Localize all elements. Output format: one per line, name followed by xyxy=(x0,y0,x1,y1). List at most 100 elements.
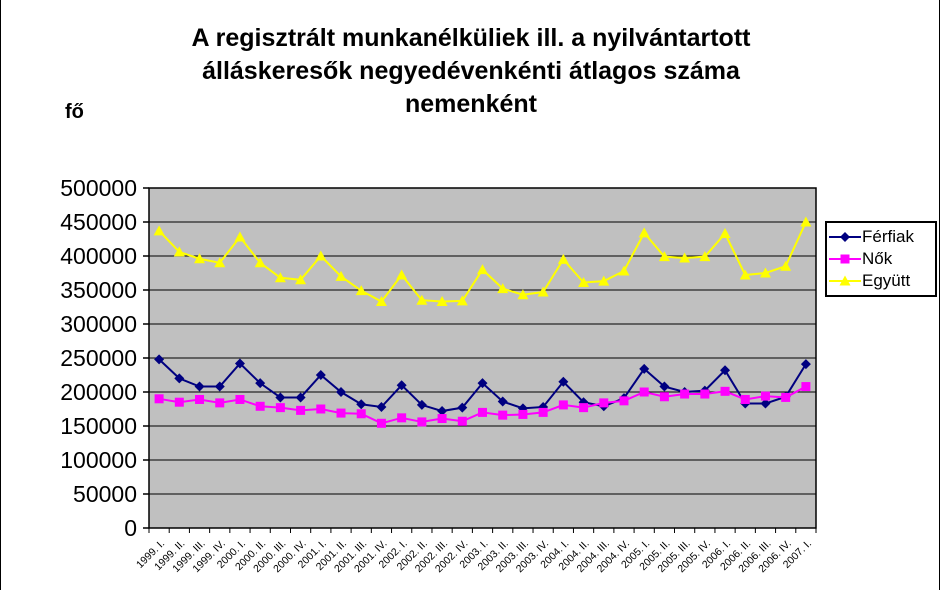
data-point-férfiak xyxy=(234,358,245,369)
data-point-nők xyxy=(680,389,690,399)
legend-label: Együtt xyxy=(862,271,911,290)
data-point-férfiak xyxy=(295,392,306,403)
data-point-nők xyxy=(316,404,326,414)
data-point-nők xyxy=(518,409,528,419)
y-tick-label: 300000 xyxy=(60,311,137,337)
data-point-nők xyxy=(356,409,366,419)
data-point-együtt xyxy=(800,216,812,227)
data-point-nők xyxy=(720,386,730,396)
y-tick-label: 250000 xyxy=(60,345,137,371)
data-point-férfiak xyxy=(497,396,508,407)
data-point-együtt xyxy=(618,265,630,276)
data-point-nők xyxy=(174,397,184,407)
data-point-férfiak xyxy=(457,402,468,413)
data-point-együtt xyxy=(274,272,286,283)
data-point-nők xyxy=(558,400,568,410)
data-point-nők xyxy=(376,418,386,428)
data-point-együtt xyxy=(396,269,408,280)
data-point-együtt xyxy=(234,231,246,242)
data-point-együtt xyxy=(416,294,428,305)
data-point-együtt xyxy=(699,251,711,262)
data-point-nők xyxy=(619,396,629,406)
data-point-együtt xyxy=(153,225,165,236)
data-point-együtt xyxy=(598,275,610,286)
data-point-nők xyxy=(599,398,609,408)
data-point-férfiak xyxy=(214,381,225,392)
data-point-nők xyxy=(700,389,710,399)
data-point-nők xyxy=(760,391,770,401)
legend-label: Nők xyxy=(862,249,893,268)
data-point-férfiak xyxy=(154,354,165,365)
data-point-együtt xyxy=(537,286,549,297)
data-point-együtt xyxy=(355,285,367,296)
diamond-legend-marker-icon xyxy=(829,232,861,242)
data-point-nők xyxy=(336,408,346,418)
legend-item: Együtt xyxy=(828,270,934,292)
data-point-nők xyxy=(801,382,811,392)
data-point-nők xyxy=(195,394,205,404)
data-point-férfiak xyxy=(760,398,771,409)
data-point-együtt xyxy=(578,277,590,288)
data-point-nők xyxy=(457,416,467,426)
y-tick-label: 150000 xyxy=(60,413,137,439)
data-point-férfiak xyxy=(336,387,347,397)
data-point-nők xyxy=(417,417,427,427)
data-point-együtt xyxy=(497,283,509,294)
data-point-együtt xyxy=(295,274,307,285)
legend-item: Nők xyxy=(828,248,934,270)
data-point-férfiak xyxy=(376,401,387,412)
data-point-együtt xyxy=(335,270,347,281)
data-point-nők xyxy=(639,387,649,397)
data-point-férfiak xyxy=(356,399,367,410)
data-point-nők xyxy=(781,392,791,402)
y-axis-unit-label: fő xyxy=(65,101,84,123)
data-point-férfiak xyxy=(194,381,205,392)
data-point-nők xyxy=(296,405,306,415)
data-point-nők xyxy=(538,407,548,417)
y-tick-label: 0 xyxy=(124,515,137,541)
data-point-együtt xyxy=(194,253,206,264)
data-point-együtt xyxy=(759,267,771,278)
data-point-férfiak xyxy=(558,376,569,387)
y-tick-label: 400000 xyxy=(60,243,137,269)
data-point-nők xyxy=(478,407,487,417)
chart-title: A regisztrált munkanélküliek ill. a nyil… xyxy=(56,22,886,121)
data-point-nők xyxy=(154,394,164,404)
data-point-együtt xyxy=(719,228,731,239)
legend-item: Férfiak xyxy=(828,226,934,248)
data-point-férfiak xyxy=(315,370,326,380)
data-point-együtt xyxy=(456,295,468,306)
data-point-férfiak xyxy=(800,359,811,370)
data-point-együtt xyxy=(638,227,650,238)
y-tick-label: 350000 xyxy=(60,277,137,303)
data-point-együtt xyxy=(679,252,691,263)
data-point-együtt xyxy=(436,296,448,307)
chart-title-line-2: álláskeresők negyedévenkénti átlagos szá… xyxy=(202,57,740,85)
data-point-együtt xyxy=(315,250,327,261)
chart-legend: Férfiak Nők Együtt xyxy=(825,221,937,297)
y-tick-label: 500000 xyxy=(60,175,137,201)
data-point-együtt xyxy=(658,251,670,262)
data-point-együtt xyxy=(173,246,185,257)
data-point-együtt xyxy=(557,253,569,264)
data-point-férfiak xyxy=(639,363,650,374)
data-point-férfiak xyxy=(174,373,185,384)
data-point-nők xyxy=(255,401,265,411)
data-point-férfiak xyxy=(275,392,286,403)
chart-title-line-3: nemenként xyxy=(405,90,537,118)
data-point-együtt xyxy=(477,264,488,275)
y-tick-label: 100000 xyxy=(60,447,137,473)
data-point-nők xyxy=(437,414,447,424)
data-point-nők xyxy=(397,413,407,423)
data-point-nők xyxy=(659,392,669,402)
chart-title-line-1: A regisztrált munkanélküliek ill. a nyil… xyxy=(191,24,751,52)
triangle-legend-marker-icon xyxy=(829,275,861,286)
legend-label: Férfiak xyxy=(862,227,914,246)
data-point-együtt xyxy=(517,289,529,300)
square-legend-marker-icon xyxy=(829,254,861,264)
y-tick-label: 450000 xyxy=(60,209,137,235)
data-point-nők xyxy=(275,403,285,413)
data-point-férfiak xyxy=(720,365,731,376)
